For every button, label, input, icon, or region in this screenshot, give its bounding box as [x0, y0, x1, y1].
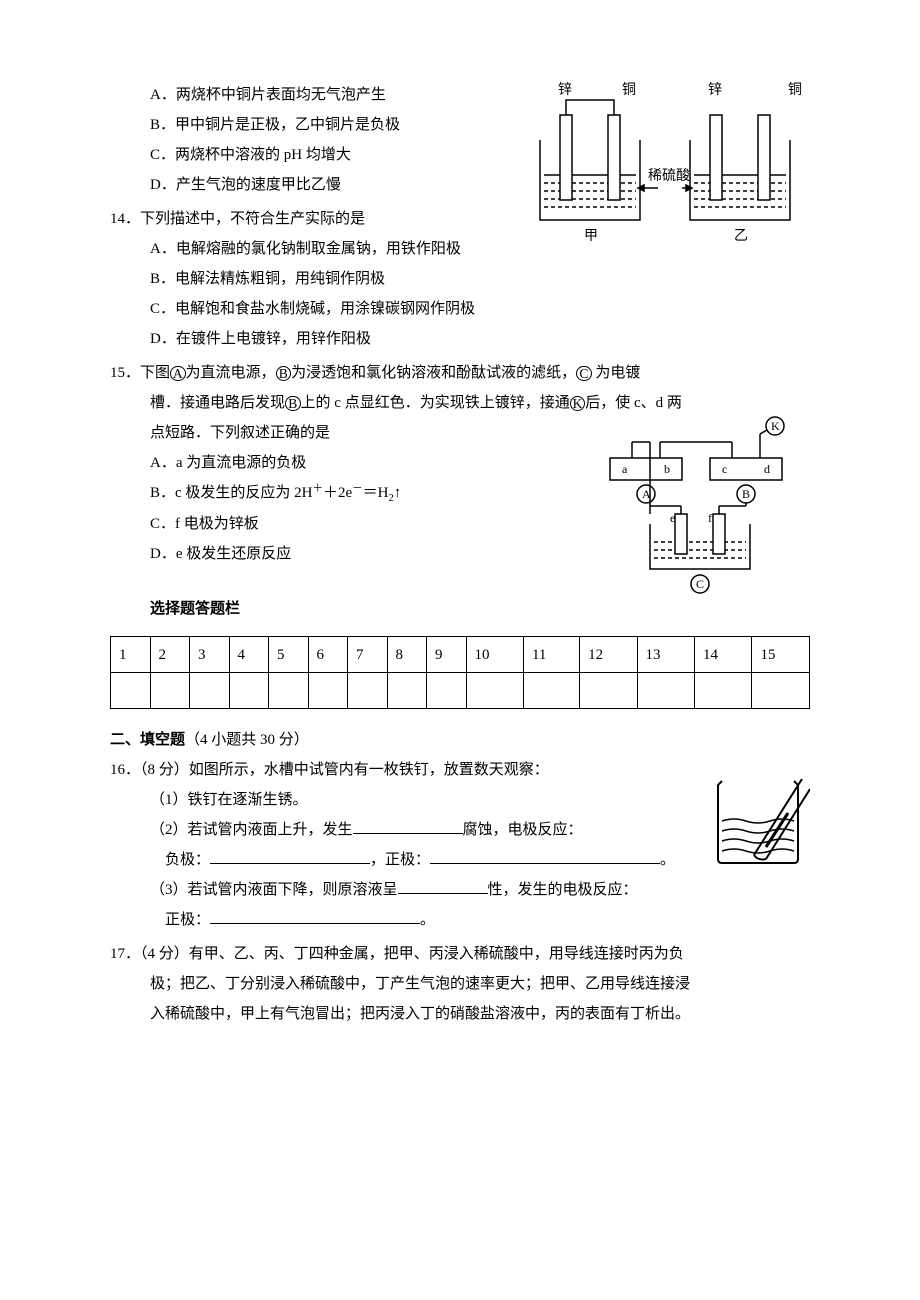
q16-p3c: 正极： 。: [110, 905, 810, 935]
col-5: 5: [269, 637, 309, 673]
col-13: 13: [637, 637, 694, 673]
q13-option-d: D．产生气泡的速度甲比乙慢: [110, 170, 810, 200]
question-17: 17．（4 分）有甲、乙、丙、丁四种金属，把甲、丙浸入稀硫酸中，用导线连接时丙为…: [110, 939, 810, 1029]
label-b: b: [664, 462, 670, 476]
section-2-title: 二、填空题（4 小题共 30 分）: [110, 725, 810, 755]
q16-p2b: 腐蚀，电极反应：: [463, 822, 583, 838]
q16-neg-label: 负极：: [165, 852, 210, 868]
q15-s2-end: 后，使 c、d 两: [585, 395, 682, 411]
blank-solution-nature[interactable]: [398, 876, 488, 894]
q17-l2: 极；把乙、丁分别浸入稀硫酸中，丁产生气泡的速率更大；把甲、乙用导线连接浸: [110, 969, 810, 999]
q15-s1-end: 为电镀: [592, 365, 641, 381]
blank-positive-electrode[interactable]: [430, 846, 660, 864]
q16-p2: （2）若试管内液面上升，发生 腐蚀，电极反应：: [110, 815, 810, 845]
q15-s1-m2: 为浸透饱和氯化钠溶液和酚酞试液的滤纸，: [291, 365, 576, 381]
q14-option-c: C．电解饱和食盐水制烧碱，用涂镍碳钢网作阴极: [110, 294, 810, 324]
q13-option-c: C．两烧杯中溶液的 pH 均增大: [110, 140, 810, 170]
label-circ-b: B: [742, 487, 750, 501]
circled-a-icon: A: [170, 366, 186, 382]
answer-grid-table: 1 2 3 4 5 6 7 8 9 10 11 12 13 14 15: [110, 636, 810, 709]
answer-grid-header: 选择题答题栏: [110, 594, 810, 624]
q15-s2-pre: 槽．接通电路后发现: [150, 395, 285, 411]
label-c: c: [722, 462, 727, 476]
q13-option-b: B．甲中铜片是正极，乙中铜片是负极: [110, 110, 810, 140]
blank-positive-electrode-2[interactable]: [210, 906, 420, 924]
col-8: 8: [387, 637, 427, 673]
diagram-circuit: K a b c d A B e f C: [590, 414, 810, 594]
q16-p3: （3）若试管内液面下降，则原溶液呈 性，发生的电极反应：: [110, 875, 810, 905]
question-14: 14．下列描述中，不符合生产实际的是 A．电解熔融的氯化钠制取金属钠，用铁作阳极…: [110, 204, 810, 354]
label-k: K: [771, 419, 780, 433]
q16-p3c-pre: 正极：: [165, 912, 210, 928]
blank-negative-electrode[interactable]: [210, 846, 370, 864]
q15-s1-m1: 为直流电源，: [186, 365, 276, 381]
answer-grid-header-row: 1 2 3 4 5 6 7 8 9 10 11 12 13 14 15: [111, 637, 810, 673]
col-2: 2: [150, 637, 190, 673]
question-16: 16．（8 分）如图所示，水槽中试管内有一枚铁钉，放置数天观察： （1）铁钉在逐…: [110, 755, 810, 935]
q14-stem: 14．下列描述中，不符合生产实际的是: [110, 204, 810, 234]
col-6: 6: [308, 637, 348, 673]
circled-k-icon: K: [570, 396, 586, 412]
col-14: 14: [695, 637, 752, 673]
q14-option-b: B．电解法精炼粗铜，用纯铜作阴极: [110, 264, 810, 294]
col-7: 7: [348, 637, 388, 673]
label-a: a: [622, 462, 628, 476]
col-4: 4: [229, 637, 269, 673]
q15b-eq: ＝H: [363, 485, 389, 501]
q16-p3a: （3）若试管内液面下降，则原溶液呈: [150, 882, 398, 898]
label-circ-a: A: [642, 487, 651, 501]
circled-c-icon: C: [576, 366, 592, 382]
q15b-sup2: －: [352, 483, 363, 494]
label-e: e: [670, 511, 675, 525]
question-15: 15．下图A为直流电源，B为浸透饱和氯化钠溶液和酚酞试液的滤纸，C 为电镀 槽．…: [110, 358, 810, 569]
q17-l1: 17．（4 分）有甲、乙、丙、丁四种金属，把甲、丙浸入稀硫酸中，用导线连接时丙为…: [110, 939, 810, 969]
section2-title-text: 二、填空题: [110, 732, 185, 748]
q16-p2a: （2）若试管内液面上升，发生: [150, 822, 353, 838]
q17-l3: 入稀硫酸中，甲上有气泡冒出；把丙浸入丁的硝酸盐溶液中，丙的表面有丁析出。: [110, 999, 810, 1029]
q16-stem: 16．（8 分）如图所示，水槽中试管内有一枚铁钉，放置数天观察：: [110, 755, 810, 785]
blank-corrosion-type[interactable]: [353, 816, 463, 834]
q15b-sup1: ＋: [313, 483, 324, 494]
section2-sub-text: （4 小题共 30 分）: [185, 732, 309, 748]
question-13-options: A．两烧杯中铜片表面均无气泡产生 B．甲中铜片是正极，乙中铜片是负极 C．两烧杯…: [110, 80, 810, 200]
col-9: 9: [427, 637, 467, 673]
q16-p2c: 负极： ，正极： 。: [110, 845, 810, 875]
label-f: f: [708, 511, 712, 525]
col-10: 10: [466, 637, 523, 673]
q16-p1: （1）铁钉在逐渐生锈。: [110, 785, 810, 815]
label-circ-c: C: [696, 577, 704, 591]
q14-option-a: A．电解熔融的氯化钠制取金属钠，用铁作阳极: [110, 234, 810, 264]
col-3: 3: [190, 637, 230, 673]
answer-grid-empty-row[interactable]: [111, 673, 810, 709]
col-15: 15: [752, 637, 810, 673]
col-12: 12: [580, 637, 637, 673]
q16-p3b: 性，发生的电极反应：: [488, 882, 638, 898]
label-d: d: [764, 462, 770, 476]
q15-stem-line1: 15．下图A为直流电源，B为浸透饱和氯化钠溶液和酚酞试液的滤纸，C 为电镀: [110, 358, 810, 388]
q16-pos-label: ，正极：: [370, 852, 430, 868]
col-11: 11: [523, 637, 579, 673]
circled-b2-icon: B: [285, 396, 301, 412]
q13-option-a: A．两烧杯中铜片表面均无气泡产生: [110, 80, 810, 110]
q15b-mid: ＋2e: [323, 485, 352, 501]
col-1: 1: [111, 637, 151, 673]
q15-s1-pre: 15．下图: [110, 365, 170, 381]
q15-s2-mid: 上的 c 点显红色．为实现铁上镀锌，接通: [301, 395, 570, 411]
q16-p3c-end: 。: [420, 912, 435, 928]
q14-option-d: D．在镀件上电镀锌，用锌作阳极: [110, 324, 810, 354]
circled-b-icon: B: [276, 366, 292, 382]
q16-p2c-end: 。: [660, 852, 675, 868]
q15b-end: ↑: [394, 485, 402, 501]
q15b-pre: B．c 极发生的反应为 2H: [150, 485, 313, 501]
